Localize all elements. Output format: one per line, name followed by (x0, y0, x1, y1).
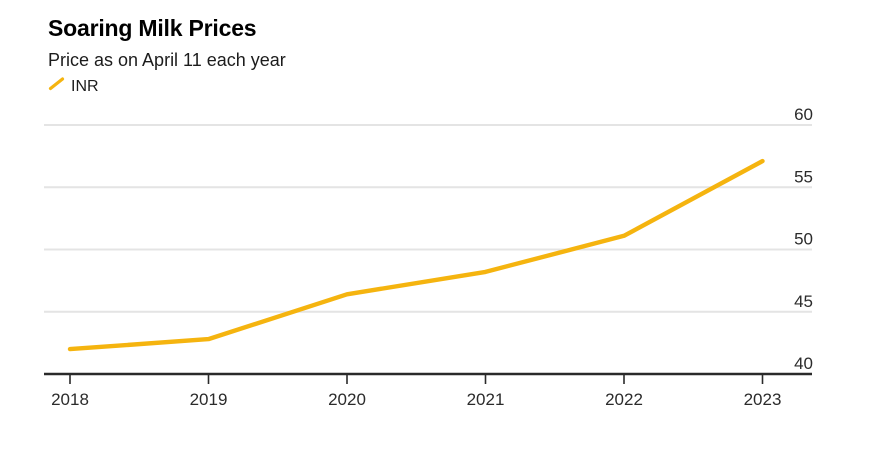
x-axis-label: 2023 (744, 390, 782, 409)
legend-line-icon (48, 76, 65, 97)
chart-header: Soaring Milk Prices Price as on April 11… (48, 14, 286, 97)
x-axis-label: 2022 (605, 390, 643, 409)
y-axis-label: 60 (794, 105, 813, 124)
legend-label: INR (71, 77, 99, 95)
x-axis-label: 2021 (467, 390, 505, 409)
chart-title: Soaring Milk Prices (48, 15, 257, 41)
y-axis-label: 55 (794, 167, 813, 186)
chart-subtitle: Price as on April 11 each year (48, 49, 286, 70)
y-axis-label: 45 (794, 292, 813, 311)
y-axis-label: 50 (794, 230, 813, 249)
x-axis-label: 2020 (328, 390, 366, 409)
y-axis-label: 40 (794, 354, 813, 373)
x-axis-label: 2018 (51, 390, 89, 409)
legend: INR (48, 76, 286, 97)
x-axis-label: 2019 (190, 390, 228, 409)
price-line-inr (67, 158, 765, 352)
